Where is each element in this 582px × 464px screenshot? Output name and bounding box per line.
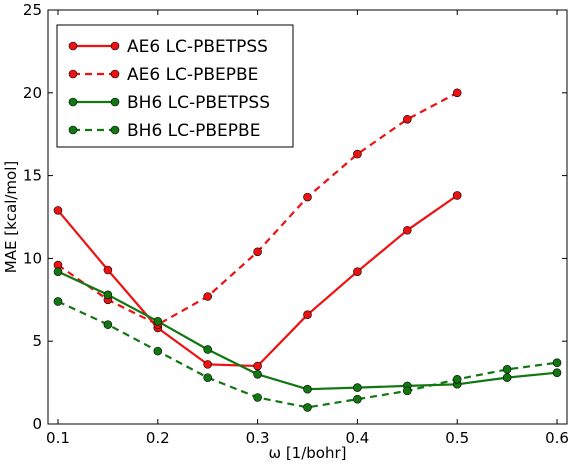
series-3 (53, 267, 562, 394)
data-point (303, 192, 312, 202)
legend-marker (110, 41, 120, 51)
data-point (103, 265, 113, 275)
y-tick-label: 0 (32, 415, 42, 433)
legend-label: AE6 LC-PBEPBE (127, 65, 258, 85)
legend-marker (68, 69, 78, 79)
data-point (203, 292, 212, 301)
data-point (403, 225, 412, 235)
data-point (353, 394, 362, 404)
axis-ticks: 0.1 0.2 0.3 0.4 0.5 0.6 0 5 10 15 20 25 (23, 1, 569, 447)
data-point (303, 384, 312, 394)
data-point (153, 346, 163, 356)
data-point (502, 365, 512, 374)
data-point (203, 345, 212, 354)
series-line (57, 194, 458, 368)
series-2 (53, 88, 462, 329)
data-point (303, 310, 312, 320)
legend-label: AE6 LC-PBETPSS (127, 37, 268, 57)
x-tick-label: 0.6 (545, 429, 569, 447)
y-tick-label: 25 (23, 1, 42, 19)
y-tick-label: 15 (23, 167, 42, 185)
x-tick-label: 0.5 (445, 429, 469, 447)
x-tick-label: 0.3 (246, 429, 270, 447)
data-point (203, 373, 212, 382)
data-point (403, 386, 412, 396)
y-tick-label: 10 (23, 249, 42, 267)
data-point (53, 206, 63, 215)
legend: AE6 LC-PBETPSS AE6 LC-PBEPBE BH6 LC-PBETPS… (56, 24, 294, 148)
series-line (57, 270, 558, 391)
data-point (253, 361, 262, 371)
y-axis-label: MAE [kcal/mol] (2, 161, 20, 273)
data-point (103, 320, 113, 329)
legend-marker (110, 69, 120, 79)
plot-border (47, 9, 568, 425)
data-point (103, 290, 113, 300)
legend-marker (110, 125, 120, 135)
data-point (203, 360, 212, 369)
data-point (53, 267, 63, 276)
legend-label: BH6 LC-PBETPSS (127, 93, 270, 113)
series-4 (53, 297, 562, 412)
legend-marker (68, 97, 78, 107)
data-point (353, 267, 362, 276)
legend-marker (68, 125, 78, 135)
x-tick-label: 0.2 (146, 429, 170, 447)
data-point (502, 373, 512, 382)
data-point (253, 247, 262, 257)
data-point (452, 88, 462, 98)
data-point (452, 374, 462, 384)
legend-marker (68, 41, 78, 51)
series-layer (53, 88, 562, 412)
legend-marker (110, 97, 120, 107)
data-point (253, 370, 262, 379)
legend-label: BH6 LC-PBEPBE (127, 121, 260, 141)
x-tick-label: 0.1 (46, 429, 70, 447)
plot-frame (47, 9, 568, 425)
series-1 (53, 191, 462, 371)
x-tick-label: 0.4 (345, 429, 369, 447)
data-point (403, 114, 412, 124)
x-axis-label: ω [1/bohr] (268, 444, 346, 462)
y-tick-label: 20 (23, 84, 42, 102)
data-point (452, 191, 462, 200)
data-point (552, 368, 562, 377)
data-point (253, 393, 262, 402)
data-point (353, 383, 362, 392)
data-point (552, 358, 562, 368)
data-point (153, 317, 163, 326)
data-point (53, 297, 63, 306)
data-point (353, 149, 362, 159)
y-tick-label: 5 (32, 332, 42, 350)
data-point (303, 403, 312, 412)
